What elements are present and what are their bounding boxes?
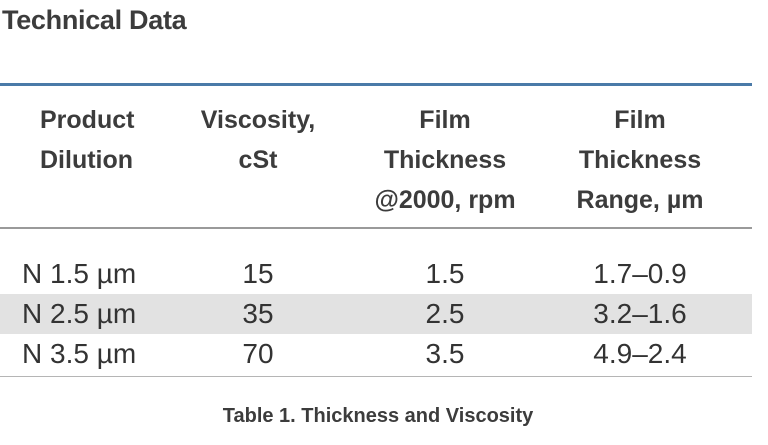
cell-viscosity: 35 bbox=[242, 298, 274, 329]
table-top-rule bbox=[0, 83, 752, 86]
header-film-thickness-range: Film Thickness Range, µm bbox=[576, 106, 704, 214]
cell-film-thickness: 2.5 bbox=[425, 298, 465, 329]
cell-viscosity: 15 bbox=[242, 258, 274, 289]
table-row: N 1.5 µm 15 1.5 1.7–0.9 bbox=[0, 254, 752, 294]
cell-film-thickness: 1.5 bbox=[425, 258, 465, 289]
header-viscosity: Viscosity, cSt bbox=[200, 106, 316, 174]
cell-film-thickness-range: 3.2–1.6 bbox=[593, 298, 687, 329]
cell-product-dilution: N 2.5 µm bbox=[22, 298, 137, 329]
section-title: Technical Data bbox=[2, 5, 187, 35]
table-caption: Table 1. Thickness and Viscosity bbox=[222, 405, 534, 427]
table-row: N 2.5 µm 35 2.5 3.2–1.6 bbox=[0, 294, 752, 334]
cell-product-dilution: N 1.5 µm bbox=[22, 258, 137, 289]
header-film-thickness: Film Thickness @2000, rpm bbox=[374, 106, 516, 214]
header-product-dilution: Product Dilution bbox=[40, 106, 135, 174]
cell-product-dilution: N 3.5 µm bbox=[22, 338, 137, 369]
table-bottom-rule bbox=[0, 376, 752, 377]
table-row: N 3.5 µm 70 3.5 4.9–2.4 bbox=[0, 334, 752, 374]
table-header-rule bbox=[0, 227, 752, 229]
cell-film-thickness-range: 1.7–0.9 bbox=[593, 258, 687, 289]
cell-viscosity: 70 bbox=[242, 338, 274, 369]
cell-film-thickness-range: 4.9–2.4 bbox=[593, 338, 687, 369]
cell-film-thickness: 3.5 bbox=[425, 338, 465, 369]
